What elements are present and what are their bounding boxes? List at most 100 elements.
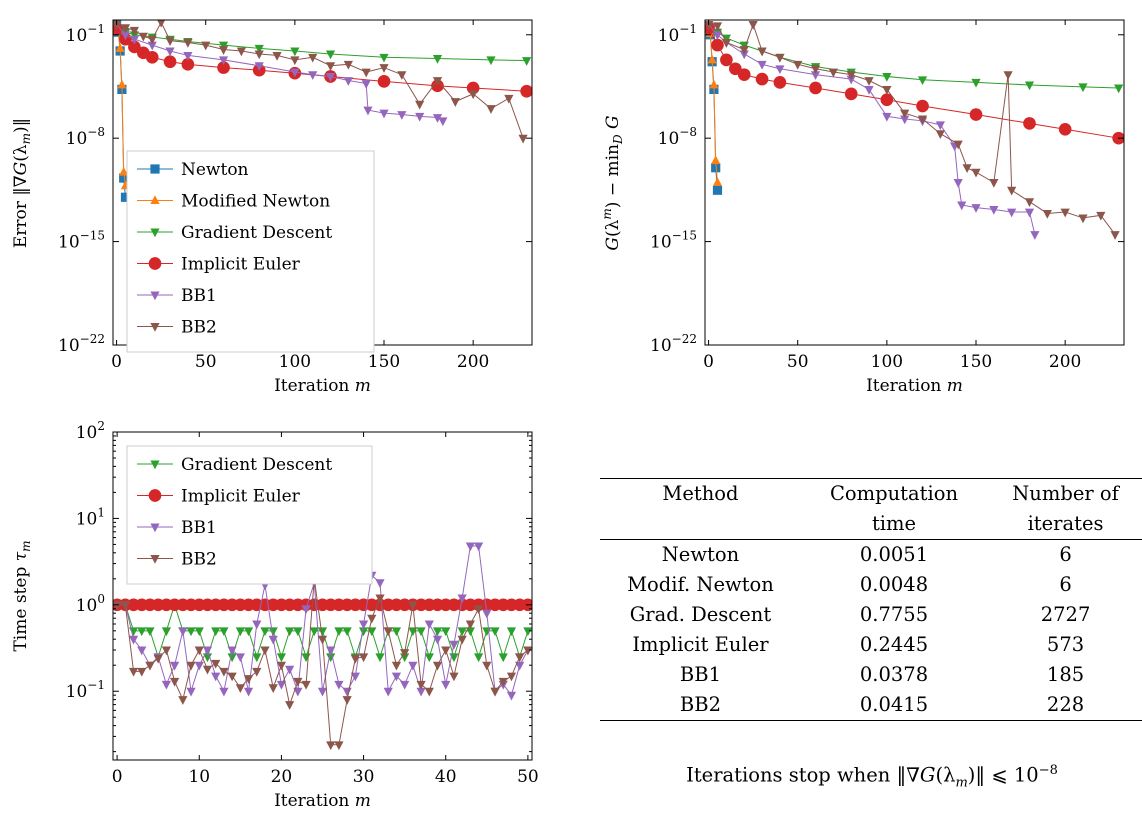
method-cell: Newton [661,543,740,566]
data-point-gradient-descent [129,31,139,41]
data-point-bb2 [301,680,311,690]
data-point-bb2 [408,601,418,611]
data-point-bb1 [882,112,892,122]
y-tick-label: 10−8 [66,125,105,149]
plot-frame [112,431,533,761]
data-point-gradient-descent [379,53,389,63]
iterates-cell: 6 [1059,573,1072,596]
y-axis-label: Error ‖∇G(λm)‖ [11,118,33,248]
method-cell: Modif. Newton [627,573,774,596]
y-tick-label: 10−22 [58,332,105,356]
x-tick-label: 40 [435,767,457,787]
data-point-modified-newton [709,79,719,89]
iterates-cell: 2727 [1040,603,1091,626]
data-point-bb2 [325,62,336,72]
x-tick-label: 150 [368,352,400,372]
data-point-bb1 [301,605,311,615]
data-point-gradient-descent [441,627,451,637]
table-footnote: Iterations stop when ‖∇G(λm)‖ ⩽ 10−8 [600,763,1142,790]
data-point-bb2 [775,53,785,63]
series-line-gradient-descent [116,25,527,62]
x-tick-label: 0 [111,352,122,372]
iterates-cell: 185 [1046,663,1085,686]
data-point-gradient-descent [161,627,172,637]
data-point-bb2 [113,601,122,611]
legend-swatch-marker [148,489,162,502]
data-point-gradient-descent [290,47,300,57]
data-point-bb2 [748,20,758,30]
data-point-gradient-descent [917,76,928,86]
data-point-bb1 [334,680,344,690]
data-point-bb2 [518,134,528,144]
data-point-bb2 [334,741,344,751]
data-point-modified-newton [115,43,125,52]
y-axis-label: Time step τm [11,540,33,651]
data-point-gradient-descent [482,627,492,637]
data-point-bb1 [161,680,172,690]
data-point-gradient-descent [252,653,262,663]
data-point-gradient-descent [145,627,155,637]
legend-entry-newton: Newton [181,160,249,180]
legend-entry-bb1: BB1 [181,518,217,538]
data-point-bb2 [432,77,443,86]
data-point-bb2 [793,60,803,70]
data-point-bb2 [846,71,856,80]
data-point-gradient-descent [194,627,204,637]
series-group [113,20,532,202]
data-point-bb2 [415,100,425,110]
data-point-bb1 [989,205,999,215]
data-point-gradient-descent [432,627,443,637]
data-point-bb2 [449,672,459,682]
data-point-gradient-descent [432,54,443,64]
y-tick-label: 10−22 [650,332,697,356]
data-point-bb1 [775,65,785,75]
data-point-bb2 [161,646,172,656]
y-tick-label: 10−1 [658,22,697,46]
series-line-implicit-euler [116,28,527,92]
data-point-bb1 [473,542,484,552]
data-point-implicit-euler [520,84,532,98]
data-point-bb2 [165,37,175,46]
data-point-bb2 [482,661,492,671]
data-point-modified-newton [711,155,721,165]
data-point-bb1 [400,680,410,690]
iterates-cell: 573 [1046,633,1085,656]
data-point-bb2 [137,667,147,677]
data-point-bb1 [900,115,910,125]
data-point-bb1 [846,75,856,85]
data-point-bb2 [170,677,180,687]
data-point-bb2 [113,20,122,30]
data-point-bb1 [147,41,157,51]
data-point-gradient-descent [325,50,336,60]
data-point-bb1 [397,111,407,120]
method-cell: BB2 [600,690,801,721]
legend-swatch-marker [150,460,160,470]
legend-entry-implicit-euler: Implicit Euler [181,487,301,507]
x-tick-label: 200 [1049,352,1081,372]
data-point-bb1 [864,85,874,95]
legend-swatch-marker [150,323,160,332]
data-point-gradient-descent [301,653,311,663]
legend-swatch-marker [150,523,160,533]
data-point-bb2 [268,684,278,693]
data-point-bb2 [128,667,139,677]
time-cell: 0.7755 [859,603,929,626]
y-axis-label: G(λm) − minD G [600,115,625,250]
data-point-newton [711,163,721,173]
x-axis-label: Iteration m [274,376,371,396]
data-point-gradient-descent [326,653,336,663]
data-point-bb2 [515,653,525,663]
data-point-gradient-descent [211,627,221,637]
data-point-bb1 [137,646,147,656]
data-point-gradient-descent [254,44,264,54]
data-point-bb2 [416,680,426,690]
data-point-bb1 [243,687,254,697]
time-cell: 0.0415 [800,690,988,721]
data-point-bb1 [285,665,295,675]
y-tick-label: 10−15 [650,229,697,253]
data-point-gradient-descent [268,627,278,637]
data-point-bb1 [128,635,139,645]
legend-entry-gradient-descent: Gradient Descent [181,223,332,243]
data-point-bb2 [864,77,874,86]
legend-box [126,150,375,353]
